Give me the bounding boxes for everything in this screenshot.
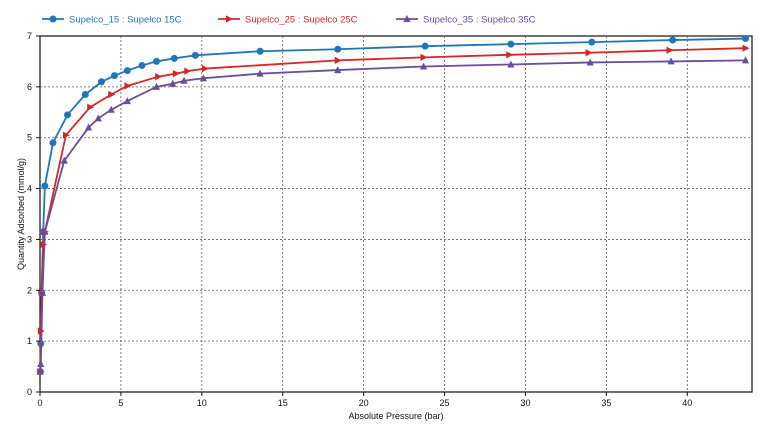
data-point [180, 76, 188, 84]
data-point [256, 69, 264, 77]
x-tick-label: 25 [440, 398, 450, 408]
data-point [37, 360, 45, 368]
data-point [124, 82, 132, 90]
data-point [334, 56, 342, 65]
data-point [123, 67, 131, 75]
legend: Supelco_15 : Supelco 15C Supelco_25 : Sup… [42, 15, 536, 26]
data-point [36, 367, 44, 375]
y-axis-title: Quantity Adsorbed (mmol/g) [16, 158, 26, 270]
data-point [152, 82, 161, 90]
x-axis-title: Absolute Pressure (bar) [348, 411, 443, 421]
x-tick-label: 0 [37, 398, 42, 408]
data-point [84, 123, 93, 131]
data-point [419, 62, 428, 70]
legend-marker [49, 15, 57, 23]
data-point [107, 105, 115, 113]
legend-item-3: Supelco_35 : Supelco 35C [396, 15, 536, 26]
data-point [506, 51, 514, 59]
data-point [110, 72, 118, 80]
data-point [123, 97, 131, 105]
series-line [39, 37, 746, 372]
data-point [586, 58, 594, 66]
data-point [507, 60, 515, 68]
data-point [60, 156, 68, 164]
data-point [97, 78, 105, 86]
data-point [256, 47, 264, 55]
data-point [62, 131, 70, 139]
series-line [39, 59, 746, 372]
x-tick-label: 40 [682, 398, 692, 408]
series-3 [36, 56, 750, 375]
data-point [421, 42, 429, 50]
gridlines [40, 36, 752, 392]
data-point [169, 79, 177, 87]
data-point [49, 139, 57, 147]
data-point [199, 74, 208, 82]
x-tick-label: 10 [197, 398, 207, 408]
data-point [666, 46, 674, 54]
x-tick-label: 20 [359, 398, 369, 408]
data-point [108, 90, 116, 99]
legend-item-1: Supelco_15 : Supelco 15C [42, 15, 182, 26]
legend-label: Supelco_15 : Supelco 15C [69, 15, 182, 26]
plot-area [39, 35, 753, 393]
y-tick-label: 6 [27, 82, 32, 92]
x-tick-label: 5 [118, 398, 123, 408]
data-point [41, 227, 49, 235]
data-point [172, 70, 180, 78]
y-tick-label: 2 [27, 285, 32, 295]
y-tick-label: 3 [27, 234, 32, 244]
data-point [153, 57, 161, 65]
data-point [38, 288, 47, 296]
data-point [742, 44, 750, 52]
data-point [585, 49, 593, 57]
data-point [669, 36, 677, 44]
legend-label: Supelco_35 : Supelco 35C [423, 15, 536, 26]
data-point [64, 111, 72, 119]
data-point [170, 54, 178, 62]
legend-marker [226, 15, 233, 23]
data-point [41, 182, 49, 190]
x-tick-label: 30 [520, 398, 530, 408]
x-tick-label: 35 [601, 398, 611, 408]
data-point [334, 45, 342, 53]
data-point [94, 114, 102, 122]
data-point [87, 103, 95, 111]
data-point [742, 35, 750, 43]
y-tick-label: 7 [27, 31, 32, 41]
legend-label: Supelco_25 : Supelco 25C [245, 15, 358, 26]
data-point [191, 51, 199, 59]
data-point [667, 57, 675, 65]
legend-item-2: Supelco_25 : Supelco 25C [218, 15, 358, 26]
data-point [138, 61, 146, 69]
data-point [334, 66, 342, 74]
axes: 0 5 10 15 20 25 30 35 40 0 1 2 3 4 5 6 7 [27, 31, 692, 408]
data-point [184, 67, 192, 75]
data-point [81, 90, 89, 98]
x-tick-label: 15 [278, 398, 288, 408]
legend-marker [403, 15, 411, 22]
data-point [420, 53, 428, 61]
data-point [155, 73, 163, 81]
y-tick-label: 0 [27, 387, 32, 397]
data-point [202, 64, 210, 73]
data-point [741, 56, 750, 64]
y-tick-label: 1 [27, 336, 32, 346]
series-group [36, 35, 750, 376]
data-point [588, 38, 596, 46]
data-point [507, 40, 515, 48]
y-tick-label: 5 [27, 133, 32, 143]
y-tick-label: 4 [27, 184, 32, 194]
